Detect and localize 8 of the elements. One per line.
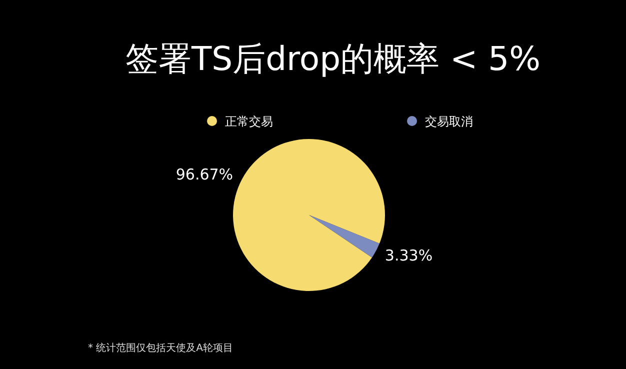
data-label: 96.67% xyxy=(176,166,234,184)
data-label: 3.33% xyxy=(384,246,433,264)
legend-label: 交易取消 xyxy=(425,114,473,128)
text: * 统计范围仅包括天使及A轮项目 xyxy=(88,342,234,354)
chart-title: 签署TS后drop的概率 < 5% xyxy=(125,39,541,78)
legend-label: 正常交易 xyxy=(225,114,273,128)
pie-slice xyxy=(309,215,380,258)
pie-slice xyxy=(233,139,385,291)
